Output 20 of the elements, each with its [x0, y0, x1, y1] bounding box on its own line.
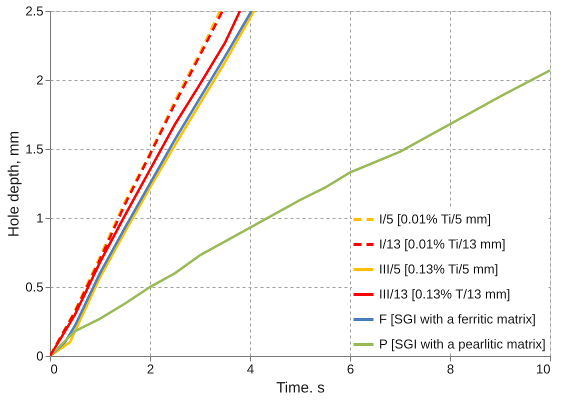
y-tick-label: 1	[36, 210, 44, 226]
y-axis-title: Hole depth, mm	[5, 131, 22, 237]
x-tick-label: 8	[446, 362, 454, 376]
x-tick-label: 4	[246, 362, 254, 376]
legend-label: I/5 [0.01% Ti/5 mm]	[379, 212, 491, 226]
y-tick-label: 2.5	[25, 4, 44, 18]
x-tick-label: 6	[346, 362, 354, 376]
x-tick-label: 10	[536, 362, 550, 376]
y-tick-label: 0	[36, 348, 44, 364]
y-tick-label: 0.5	[25, 280, 44, 294]
y-tick-label: 1.5	[25, 142, 44, 156]
y-tick-label: 2	[36, 72, 44, 88]
legend-label: III/13 [0.13% T/13 mm]	[379, 286, 510, 302]
legend-label: I/13 [0.01% Ti/13 mm]	[379, 236, 506, 252]
x-tick-label: 0	[50, 362, 58, 376]
legend-label: P [SGI with a pearlitic matrix]	[379, 336, 546, 352]
x-tick-label: 2	[146, 362, 154, 376]
legend-label: F [SGI with a ferritic matrix]	[379, 312, 536, 326]
x-axis-title: Time. s	[276, 380, 325, 396]
legend-label: III/5 [0.13% Ti/5 mm]	[379, 262, 498, 276]
